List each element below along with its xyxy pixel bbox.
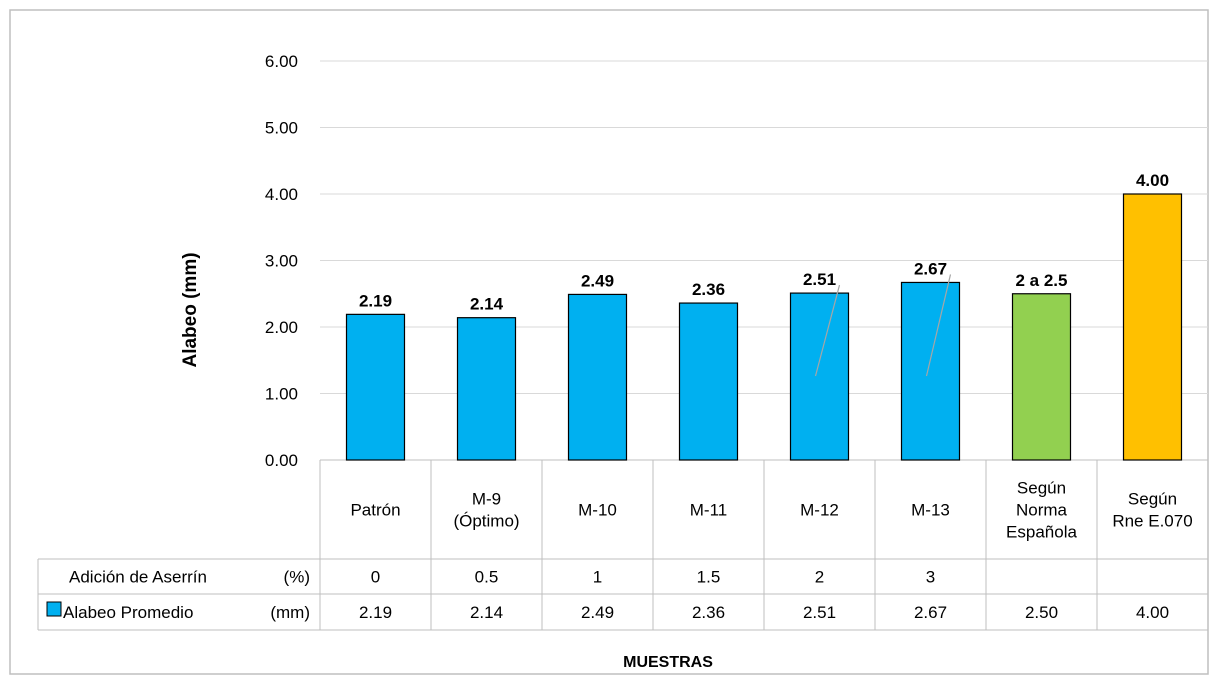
table-row-unit: (mm)	[270, 603, 310, 622]
bar	[1122, 193, 1183, 461]
y-tick-label: 3.00	[265, 252, 298, 271]
y-axis-ticks: 0.00 1.00 2.00 3.00 4.00 5.00 6.00	[265, 52, 298, 470]
bar	[678, 302, 739, 461]
data-label: 2 a 2.5	[1016, 271, 1068, 290]
x-tick-label: Norma	[1016, 501, 1068, 520]
x-tick-label: M-13	[911, 501, 950, 520]
table-cell: 2.14	[470, 603, 503, 622]
table-cell: 2.19	[359, 603, 392, 622]
y-tick-label: 5.00	[265, 119, 298, 138]
table-cell: 2.49	[581, 603, 614, 622]
x-tick-label: M-9	[472, 490, 501, 509]
bar	[456, 317, 517, 461]
table-row-label: Adición de Aserrín	[69, 568, 207, 587]
x-tick-label: (Óptimo)	[453, 512, 519, 531]
y-tick-label: 4.00	[265, 185, 298, 204]
legend-marker	[46, 601, 62, 617]
data-label: 2.49	[581, 271, 614, 290]
data-labels: 2.19 2.14 2.49 2.36 2.51 2.67 2 a 2.5 4.00	[359, 171, 1169, 377]
bar	[567, 293, 628, 461]
table-cell: 2.51	[803, 603, 836, 622]
table-cell: 4.00	[1136, 603, 1169, 622]
x-tick-label: M-10	[578, 501, 617, 520]
data-label: 2.51	[803, 270, 836, 289]
table-cell: 2	[815, 568, 824, 587]
data-label: 4.00	[1136, 171, 1169, 190]
y-tick-label: 1.00	[265, 385, 298, 404]
data-label: 2.14	[470, 295, 504, 314]
leader-line	[925, 274, 952, 377]
table-cell: 0.5	[475, 568, 499, 587]
data-label: 2.67	[914, 259, 947, 278]
table-row-label: Alabeo Promedio	[63, 603, 193, 622]
x-tick-label: M-12	[800, 501, 839, 520]
y-tick-label: 6.00	[265, 52, 298, 71]
data-label: 2.19	[359, 291, 392, 310]
y-axis-label: Alabeo (mm)	[180, 252, 201, 367]
table-cell: 2.50	[1025, 603, 1058, 622]
x-tick-label: Patrón	[350, 501, 400, 520]
leader-line	[814, 284, 841, 377]
table-cell: 2.36	[692, 603, 725, 622]
data-table: Patrón M-9 (Óptimo) M-10 M-11 M-12 M-13 Según No…	[37, 460, 1209, 631]
table-cell: 1	[593, 568, 602, 587]
table-cell: 2.67	[914, 603, 947, 622]
x-axis-label: MUESTRAS	[623, 654, 713, 671]
x-tick-label: M-11	[690, 501, 727, 520]
table-row-unit: (%)	[284, 568, 310, 587]
table-cell: 0	[371, 568, 380, 587]
table-cell: 1.5	[697, 568, 721, 587]
y-tick-label: 0.00	[265, 451, 298, 470]
x-tick-label: Española	[1006, 523, 1077, 542]
bar	[1011, 293, 1072, 461]
x-tick-label: Según	[1017, 479, 1066, 498]
y-tick-label: 2.00	[265, 318, 298, 337]
x-tick-label: Según	[1128, 490, 1177, 509]
bars	[345, 193, 1183, 461]
data-label: 2.36	[692, 280, 725, 299]
bar	[789, 292, 850, 461]
x-tick-label: Rne E.070	[1112, 512, 1192, 531]
bar	[345, 313, 406, 461]
table-cell: 3	[926, 568, 935, 587]
bar	[900, 281, 961, 461]
